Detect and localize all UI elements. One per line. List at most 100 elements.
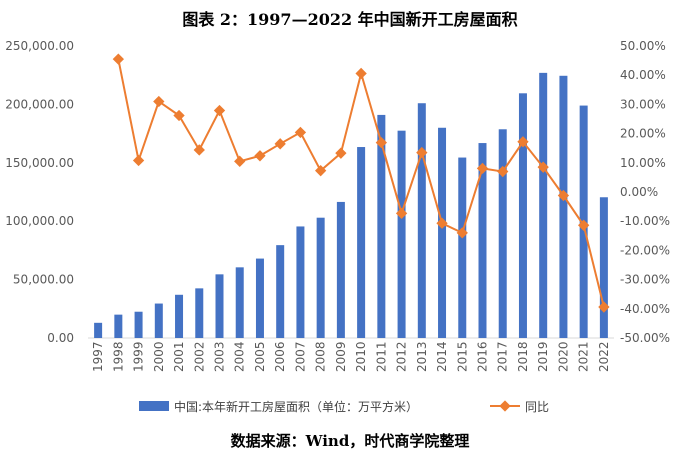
bar-2019 xyxy=(539,72,548,338)
yoy-point-2012 xyxy=(395,207,408,219)
x-tick-label: 2001 xyxy=(172,341,186,372)
x-tick-label: 1999 xyxy=(132,341,146,372)
bar-2013 xyxy=(417,103,426,339)
yoy-point-2016 xyxy=(476,162,489,175)
legend-line-marker xyxy=(499,400,511,412)
right-tick-label: -10.00% xyxy=(620,214,670,228)
right-tick-label: 40.00% xyxy=(620,68,666,82)
right-tick-label: 0.00% xyxy=(620,185,658,199)
legend-bar-label: 中国:本年新开工房屋面积（单位：万平方米） xyxy=(174,399,418,414)
bar-2018 xyxy=(518,93,527,338)
right-tick-label: -40.00% xyxy=(620,302,670,316)
left-tick-label: 150,000.00 xyxy=(5,156,74,170)
bar-2004 xyxy=(235,267,244,338)
yoy-point-2013 xyxy=(416,146,428,159)
bar-2000 xyxy=(154,303,163,338)
bar-2009 xyxy=(336,201,345,338)
x-tick-label: 2021 xyxy=(577,341,591,372)
bar-2020 xyxy=(559,75,568,338)
yoy-point-2014 xyxy=(436,217,448,229)
x-tick-label: 2010 xyxy=(354,341,368,372)
chart-title: 图表 2：1997—2022 年中国新开工房屋面积 xyxy=(182,10,518,29)
x-tick-label: 2002 xyxy=(192,341,206,372)
x-tick-label: 2012 xyxy=(395,341,409,372)
bar-2015 xyxy=(458,157,467,338)
yoy-point-2020 xyxy=(557,189,570,202)
bar-2017 xyxy=(498,129,507,338)
yoy-point-1998 xyxy=(112,53,125,65)
x-tick-label: 2022 xyxy=(597,341,611,372)
yoy-point-2018 xyxy=(517,136,529,148)
x-tick-label: 2015 xyxy=(455,341,469,372)
x-tick-label: 2005 xyxy=(253,341,267,372)
x-tick-label: 1998 xyxy=(111,341,125,372)
yoy-point-2011 xyxy=(375,136,388,149)
right-tick-label: -20.00% xyxy=(620,243,670,257)
right-tick-label: 30.00% xyxy=(620,97,666,111)
yoy-point-2009 xyxy=(335,147,347,159)
x-tick-label: 2009 xyxy=(334,341,348,372)
x-tick-label: 2016 xyxy=(476,341,490,372)
yoy-point-2006 xyxy=(274,138,286,150)
right-tick-label: -30.00% xyxy=(620,273,670,287)
x-tick-label: 2007 xyxy=(293,341,307,372)
bar-2001 xyxy=(175,294,184,338)
bar-2007 xyxy=(296,226,305,338)
bar-2016 xyxy=(478,143,487,338)
left-tick-label: 100,000.00 xyxy=(5,214,74,228)
yoy-point-2005 xyxy=(254,150,266,162)
yoy-point-2004 xyxy=(234,155,246,167)
x-tick-label: 2000 xyxy=(152,341,166,372)
yoy-point-2015 xyxy=(456,227,468,239)
line-series xyxy=(112,53,610,313)
yoy-point-2021 xyxy=(577,219,590,231)
bar-2002 xyxy=(195,288,204,338)
right-tick-label: 20.00% xyxy=(620,127,666,141)
x-axis-ticks: 1997 1998 1999 2000 2001 2002 2003 2004 2005 2006… xyxy=(91,341,611,372)
right-tick-label: -50.00% xyxy=(620,331,670,345)
x-tick-label: 2004 xyxy=(233,341,247,372)
bar-2011 xyxy=(377,114,386,338)
x-tick-label: 2013 xyxy=(415,341,429,372)
yoy-point-2019 xyxy=(537,161,549,173)
left-axis-ticks: 0.00 50,000.00 100,000.00 150,000.00 200,000… xyxy=(5,39,74,345)
source-note: 数据来源：Wind，时代商学院整理 xyxy=(230,432,470,450)
bar-1999 xyxy=(134,311,143,338)
left-tick-label: 200,000.00 xyxy=(5,97,74,111)
legend: 中国:本年新开工房屋面积（单位：万平方米） 同比 xyxy=(139,399,549,414)
x-tick-label: 2008 xyxy=(314,341,328,372)
right-tick-label: 50.00% xyxy=(620,39,666,53)
yoy-point-2007 xyxy=(294,126,307,139)
bar-2003 xyxy=(215,274,224,338)
x-tick-label: 2019 xyxy=(536,341,550,372)
x-tick-label: 1997 xyxy=(91,341,105,372)
bar-2014 xyxy=(438,127,447,338)
yoy-point-2022 xyxy=(598,301,610,313)
yoy-point-2010 xyxy=(355,67,367,80)
bar-2006 xyxy=(276,245,285,338)
left-tick-label: 50,000.00 xyxy=(13,273,74,287)
yoy-point-2008 xyxy=(314,165,327,177)
bar-2010 xyxy=(357,147,366,338)
bar-2008 xyxy=(316,217,325,338)
right-tick-label: 10.00% xyxy=(620,156,666,170)
x-tick-label: 2017 xyxy=(496,341,510,372)
left-tick-label: 250,000.00 xyxy=(5,39,74,53)
bar-2022 xyxy=(599,197,608,338)
yoy-point-2003 xyxy=(213,104,226,117)
bar-1998 xyxy=(114,314,123,338)
bar-1997 xyxy=(94,322,103,338)
x-tick-label: 2014 xyxy=(435,341,449,372)
legend-line-label: 同比 xyxy=(525,400,549,414)
legend-bar-swatch xyxy=(139,401,169,411)
x-tick-label: 2006 xyxy=(273,341,287,372)
bar-series xyxy=(94,72,608,339)
bar-2005 xyxy=(255,258,264,338)
x-tick-label: 2011 xyxy=(374,341,388,372)
right-axis-ticks: -50.00% -40.00% -30.00% -20.00% -10.00% 0.00%… xyxy=(620,39,670,345)
bar-2012 xyxy=(397,130,406,338)
left-tick-label: 0.00 xyxy=(47,331,74,345)
x-tick-label: 2018 xyxy=(516,341,530,372)
yoy-point-2017 xyxy=(497,165,509,178)
